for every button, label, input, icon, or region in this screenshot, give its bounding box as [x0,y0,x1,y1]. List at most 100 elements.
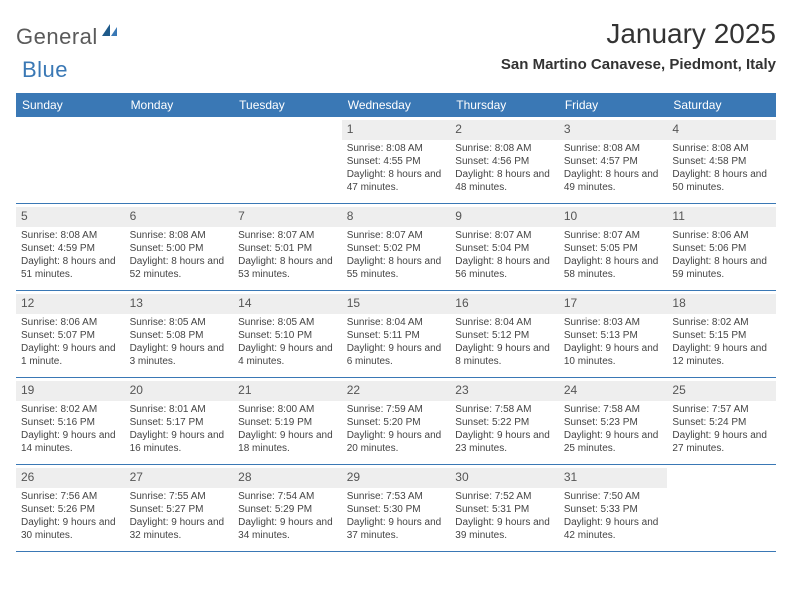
daylight-line: Daylight: 8 hours and 49 minutes. [564,168,663,194]
sunset-line: Sunset: 4:56 PM [455,155,554,168]
calendar-cell: 19Sunrise: 8:02 AMSunset: 5:16 PMDayligh… [16,378,125,464]
day-number-row [667,468,776,472]
day-number-row: 14 [233,294,342,314]
daylight-line: Daylight: 9 hours and 25 minutes. [564,429,663,455]
sunset-line: Sunset: 5:07 PM [21,329,120,342]
sunset-line: Sunset: 5:17 PM [130,416,229,429]
day-number: 12 [21,296,34,310]
calendar-cell: 4Sunrise: 8:08 AMSunset: 4:58 PMDaylight… [667,117,776,203]
day-number-row: 7 [233,207,342,227]
day-number: 21 [238,383,251,397]
day-number-row: 1 [342,120,451,140]
sunrise-line: Sunrise: 8:02 AM [672,316,771,329]
daylight-line: Daylight: 9 hours and 42 minutes. [564,516,663,542]
daylight-line: Daylight: 9 hours and 12 minutes. [672,342,771,368]
calendar-cell: 3 Sunrise: 8:08 AMSunset: 4:57 PMDaylight… [559,117,668,203]
sunset-line: Sunset: 5:11 PM [347,329,446,342]
day-number: 8 [347,209,354,223]
calendar-cell: 14Sunrise: 8:05 AMSunset: 5:10 PMDayligh… [233,291,342,377]
day-number: 16 [455,296,468,310]
daylight-line: Daylight: 9 hours and 18 minutes. [238,429,337,455]
sunset-line: Sunset: 5:02 PM [347,242,446,255]
calendar-cell: 30Sunrise: 7:52 AMSunset: 5:31 PMDayligh… [450,465,559,551]
sunset-line: Sunset: 4:57 PM [564,155,663,168]
sunset-line: Sunset: 5:27 PM [130,503,229,516]
sunset-line: Sunset: 5:29 PM [238,503,337,516]
day-number-row: 6 [125,207,234,227]
day-number-row: 3 [559,120,668,140]
calendar-cell: 1Sunrise: 8:08 AMSunset: 4:55 PMDaylight… [342,117,451,203]
brand-text-blue: Blue [22,57,68,83]
calendar-cell: 22Sunrise: 7:59 AMSunset: 5:20 PMDayligh… [342,378,451,464]
daylight-line: Daylight: 9 hours and 39 minutes. [455,516,554,542]
day-number: 14 [238,296,251,310]
sunrise-line: Sunrise: 7:54 AM [238,490,337,503]
day-number-row [125,120,234,124]
day-header: Saturday [667,93,776,117]
sunset-line: Sunset: 5:26 PM [21,503,120,516]
calendar-cell: 9Sunrise: 8:07 AMSunset: 5:04 PMDaylight… [450,204,559,290]
calendar-cell: 28Sunrise: 7:54 AMSunset: 5:29 PMDayligh… [233,465,342,551]
sunrise-line: Sunrise: 8:07 AM [564,229,663,242]
sunset-line: Sunset: 4:55 PM [347,155,446,168]
brand-text-general: General [16,24,98,50]
day-number: 7 [238,209,245,223]
daylight-line: Daylight: 8 hours and 51 minutes. [21,255,120,281]
day-number-row [16,120,125,124]
day-number: 25 [672,383,685,397]
day-number-row: 23 [450,381,559,401]
day-number-row: 13 [125,294,234,314]
calendar-week: 26Sunrise: 7:56 AMSunset: 5:26 PMDayligh… [16,465,776,552]
daylight-line: Daylight: 9 hours and 34 minutes. [238,516,337,542]
day-number: 31 [564,470,577,484]
sunrise-line: Sunrise: 8:08 AM [130,229,229,242]
sunset-line: Sunset: 5:33 PM [564,503,663,516]
sunrise-line: Sunrise: 8:08 AM [564,142,663,155]
daylight-line: Daylight: 9 hours and 30 minutes. [21,516,120,542]
sunset-line: Sunset: 5:31 PM [455,503,554,516]
day-number-row: 30 [450,468,559,488]
calendar-week: 19Sunrise: 8:02 AMSunset: 5:16 PMDayligh… [16,378,776,465]
day-number-row: 9 [450,207,559,227]
sunrise-line: Sunrise: 7:56 AM [21,490,120,503]
daylight-line: Daylight: 9 hours and 8 minutes. [455,342,554,368]
day-number: 24 [564,383,577,397]
day-number-row: 19 [16,381,125,401]
day-number-row: 12 [16,294,125,314]
day-number: 11 [672,209,684,223]
daylight-line: Daylight: 8 hours and 52 minutes. [130,255,229,281]
sunrise-line: Sunrise: 7:58 AM [455,403,554,416]
day-number: 9 [455,209,462,223]
calendar-week: 1Sunrise: 8:08 AMSunset: 4:55 PMDaylight… [16,117,776,204]
day-number: 17 [564,296,577,310]
sunset-line: Sunset: 5:05 PM [564,242,663,255]
day-number: 15 [347,296,360,310]
daylight-line: Daylight: 9 hours and 27 minutes. [672,429,771,455]
sunrise-line: Sunrise: 7:50 AM [564,490,663,503]
sunrise-line: Sunrise: 8:08 AM [455,142,554,155]
day-number: 4 [672,122,679,136]
sunset-line: Sunset: 5:08 PM [130,329,229,342]
day-header: Thursday [450,93,559,117]
calendar-cell: 6Sunrise: 8:08 AMSunset: 5:00 PMDaylight… [125,204,234,290]
daylight-line: Daylight: 8 hours and 56 minutes. [455,255,554,281]
day-number-row: 22 [342,381,451,401]
calendar-cell-empty [125,117,234,203]
day-number: 27 [130,470,143,484]
day-number-row: 15 [342,294,451,314]
day-number: 6 [130,209,137,223]
sunrise-line: Sunrise: 7:58 AM [564,403,663,416]
calendar-cell: 27Sunrise: 7:55 AMSunset: 5:27 PMDayligh… [125,465,234,551]
day-header: Tuesday [233,93,342,117]
day-number: 5 [21,209,28,223]
sunset-line: Sunset: 5:06 PM [672,242,771,255]
day-number: 3 [564,122,571,136]
sunrise-line: Sunrise: 8:08 AM [347,142,446,155]
sunset-line: Sunset: 5:23 PM [564,416,663,429]
day-number: 20 [130,383,143,397]
day-header: Wednesday [342,93,451,117]
day-number-row: 24 [559,381,668,401]
daylight-line: Daylight: 9 hours and 3 minutes. [130,342,229,368]
day-number: 19 [21,383,34,397]
day-number: 1 [347,122,354,136]
